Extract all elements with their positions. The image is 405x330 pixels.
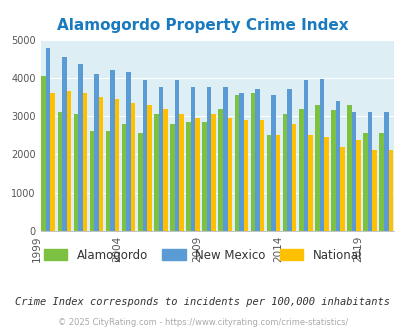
Bar	[207, 87, 211, 231]
Bar	[287, 89, 291, 231]
Bar	[195, 118, 199, 231]
Bar	[90, 131, 94, 231]
Bar	[239, 93, 243, 231]
Bar	[202, 122, 207, 231]
Bar	[50, 93, 55, 231]
Bar	[367, 112, 371, 231]
Bar	[62, 57, 66, 231]
Bar	[58, 112, 62, 231]
Bar	[362, 133, 367, 231]
Bar	[250, 93, 255, 231]
Bar	[234, 95, 239, 231]
Bar	[98, 97, 103, 231]
Bar	[179, 114, 183, 231]
Bar	[106, 131, 110, 231]
Bar	[138, 133, 142, 231]
Bar	[110, 70, 115, 231]
Bar	[298, 109, 303, 231]
Bar	[222, 87, 227, 231]
Text: © 2025 CityRating.com - https://www.cityrating.com/crime-statistics/: © 2025 CityRating.com - https://www.city…	[58, 318, 347, 327]
Bar	[218, 109, 222, 231]
Bar	[339, 147, 344, 231]
Bar	[303, 80, 307, 231]
Bar	[351, 112, 356, 231]
Text: Crime Index corresponds to incidents per 100,000 inhabitants: Crime Index corresponds to incidents per…	[15, 297, 390, 307]
Bar	[78, 64, 82, 231]
Bar	[259, 120, 264, 231]
Bar	[271, 95, 275, 231]
Bar	[142, 80, 147, 231]
Bar	[186, 122, 190, 231]
Bar	[122, 124, 126, 231]
Text: Alamogordo Property Crime Index: Alamogordo Property Crime Index	[57, 18, 348, 33]
Bar	[190, 87, 195, 231]
Bar	[388, 150, 392, 231]
Bar	[346, 105, 351, 231]
Bar	[383, 112, 388, 231]
Bar	[282, 114, 287, 231]
Bar	[73, 114, 78, 231]
Bar	[130, 103, 135, 231]
Bar	[66, 91, 71, 231]
Bar	[330, 111, 335, 231]
Bar	[323, 137, 328, 231]
Bar	[46, 48, 50, 231]
Legend: Alamogordo, New Mexico, National: Alamogordo, New Mexico, National	[39, 244, 366, 266]
Bar	[158, 87, 163, 231]
Bar	[115, 99, 119, 231]
Bar	[291, 124, 296, 231]
Bar	[275, 135, 279, 231]
Bar	[82, 93, 87, 231]
Bar	[319, 79, 323, 231]
Bar	[126, 72, 130, 231]
Bar	[174, 80, 179, 231]
Bar	[94, 74, 98, 231]
Bar	[227, 118, 231, 231]
Bar	[335, 101, 339, 231]
Bar	[243, 120, 247, 231]
Bar	[255, 89, 259, 231]
Bar	[314, 105, 319, 231]
Bar	[154, 114, 158, 231]
Bar	[371, 150, 376, 231]
Bar	[147, 105, 151, 231]
Bar	[379, 133, 383, 231]
Bar	[41, 76, 46, 231]
Bar	[307, 135, 312, 231]
Bar	[211, 114, 215, 231]
Bar	[163, 109, 167, 231]
Bar	[356, 140, 360, 231]
Bar	[170, 124, 174, 231]
Bar	[266, 135, 271, 231]
